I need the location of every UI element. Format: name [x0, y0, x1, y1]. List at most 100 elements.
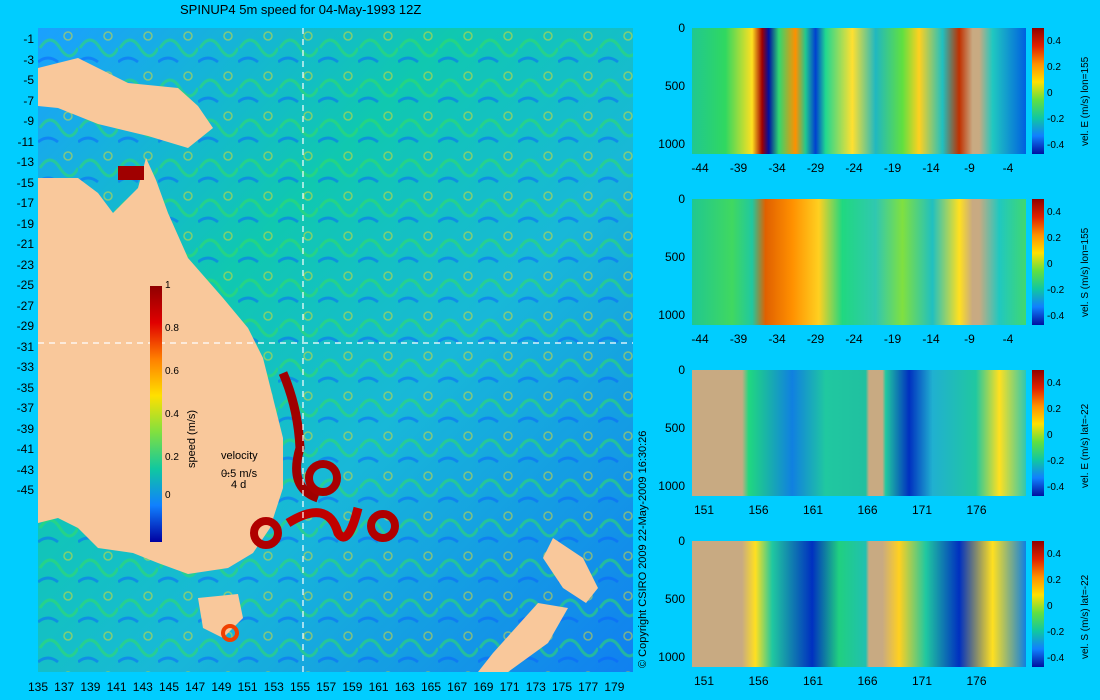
section-x-tick-label: -24 — [845, 161, 863, 175]
speed-colorbar — [150, 286, 162, 542]
map-x-tick-label: 141 — [106, 680, 127, 694]
map-y-tick-label: -27 — [16, 298, 34, 313]
velocity-legend-title: velocity — [221, 450, 258, 462]
new-zealand-north-land — [543, 538, 598, 603]
eddy-ring-2 — [305, 460, 341, 496]
new-guinea-land — [38, 58, 213, 148]
map-x-tick-label: 149 — [211, 680, 232, 694]
section-y-tick-label: 500 — [664, 421, 685, 435]
map-x-tick-label: 165 — [420, 680, 442, 694]
section-x-tick-label: -44 — [691, 161, 709, 175]
section-y-tick-label: 500 — [664, 79, 685, 93]
section-x-tick-label: -34 — [768, 161, 786, 175]
speed-colorbar-tick: 1 — [165, 280, 171, 291]
section-colorbar-tick: -0.2 — [1047, 627, 1065, 638]
section-colorbar-tick: -0.2 — [1047, 285, 1065, 296]
section-plot — [692, 28, 1026, 154]
map-x-tick-label: 157 — [316, 680, 337, 694]
section-colorbar-label: vel. E (m/s) lon=155 — [1080, 56, 1091, 146]
section-colorbar-tick: -0.2 — [1047, 456, 1065, 467]
eddy-filament — [285, 506, 363, 542]
map-y-tick-label: -39 — [16, 421, 34, 436]
section-colorbar — [1032, 370, 1044, 496]
map-y-tick-label: -25 — [16, 278, 34, 292]
section-colorbar-tick: -0.4 — [1047, 140, 1065, 151]
map-x-tick-label: 175 — [551, 680, 573, 694]
section-colorbar-tick: 0.2 — [1047, 575, 1061, 586]
section-x-tick-label: -39 — [729, 332, 748, 346]
map-y-tick-label: -9 — [23, 114, 34, 128]
map-y-tick-label: -19 — [16, 216, 34, 231]
plot-title: SPINUP4 5m speed for 04-May-1993 12Z — [180, 2, 422, 17]
map-x-tick-label: 173 — [525, 680, 546, 694]
map-x-tick-label: 135 — [27, 680, 49, 694]
section-y-tick-label: 1000 — [658, 308, 685, 322]
velocity-legend-arrow: → — [221, 466, 232, 478]
section-y-tick-label: 500 — [664, 250, 685, 264]
section-x-tick-label: 166 — [857, 674, 878, 688]
section-x-tick-label: 176 — [966, 503, 987, 517]
section-x-tick-label: 151 — [693, 503, 715, 517]
section-colorbar-tick: 0 — [1047, 601, 1053, 612]
map-y-tick-label: -3 — [23, 52, 34, 67]
map-x-tick-label: 177 — [578, 680, 599, 694]
map-x-tick-label: 139 — [80, 680, 101, 694]
map-y-tick-label: -35 — [16, 380, 34, 395]
map-y-tick-label: -37 — [16, 401, 34, 415]
section-x-tick-label: -9 — [964, 161, 975, 175]
eac-jet — [278, 371, 320, 503]
section-x-tick-label: -29 — [806, 161, 825, 175]
section-colorbar-tick: -0.4 — [1047, 482, 1065, 493]
section-x-tick-label: -9 — [964, 332, 975, 346]
map-y-tick-label: -23 — [16, 257, 34, 272]
section-colorbar-tick: 0 — [1047, 88, 1053, 99]
section-colorbar — [1032, 541, 1044, 667]
section-x-tick-label: -24 — [845, 332, 863, 346]
section-colorbar-tick: 0.2 — [1047, 62, 1061, 73]
eddy-ring-4 — [221, 624, 239, 642]
map-y-tick-label: -31 — [16, 339, 34, 354]
map-x-tick-label: 163 — [394, 680, 415, 694]
section-plot — [692, 541, 1026, 667]
section-y-tick-label: 0 — [678, 21, 685, 35]
speed-map-canvas — [38, 28, 633, 672]
map-x-tick-label: 171 — [499, 680, 520, 694]
section-colorbar-tick: 0 — [1047, 430, 1053, 441]
section-y-tick-label: 0 — [678, 534, 685, 548]
section-y-tick-label: 1000 — [658, 137, 685, 151]
map-y-tick-label: -5 — [23, 73, 34, 87]
section-colorbar-label: vel. S (m/s) lat=-22 — [1080, 574, 1091, 659]
map-x-tick-label: 161 — [368, 680, 389, 694]
map-x-tick-label: 145 — [158, 680, 180, 694]
map-x-tick-label: 169 — [473, 680, 494, 694]
section-colorbar-tick: 0.4 — [1047, 36, 1061, 47]
section-y-tick-label: 1000 — [658, 650, 685, 664]
section-x-tick-label: -34 — [768, 332, 786, 346]
map-x-tick-label: 155 — [289, 680, 311, 694]
section-x-tick-label: -44 — [691, 332, 709, 346]
map-x-tick-label: 159 — [342, 680, 363, 694]
map-y-tick-label: -41 — [16, 442, 34, 456]
map-y-tick-label: -7 — [23, 93, 34, 108]
eddy-ring-3 — [367, 510, 399, 542]
map-x-tick-label: 167 — [447, 680, 468, 694]
map-y-tick-label: -11 — [17, 134, 34, 149]
section-x-tick-label: 171 — [911, 503, 933, 517]
section-x-tick-label: -39 — [729, 161, 748, 175]
section-colorbar-label: vel. E (m/s) lat=-22 — [1080, 403, 1091, 488]
section-colorbar-tick: -0.4 — [1047, 311, 1065, 322]
map-x-tick-label: 147 — [185, 680, 206, 694]
speed-colorbar-tick: 0 — [165, 490, 171, 501]
eddy-ring-1 — [250, 517, 282, 549]
section-colorbar-tick: -0.4 — [1047, 653, 1065, 664]
section-x-tick-label: -14 — [922, 161, 940, 175]
map-y-tick-label: -15 — [16, 175, 34, 190]
speed-colorbar-tick: 0.4 — [165, 409, 179, 420]
map-y-tick-label: -17 — [16, 196, 34, 210]
new-zealand-south-land — [478, 603, 568, 672]
speed-colorbar-tick: 0.2 — [165, 452, 179, 463]
section-colorbar-label: vel. S (m/s) lon=155 — [1080, 227, 1091, 317]
copyright-text: © Copyright CSIRO 2009 22-May-2009 16:30… — [637, 430, 649, 668]
map-x-tick-label: 137 — [54, 680, 75, 694]
section-y-tick-label: 0 — [678, 192, 685, 206]
